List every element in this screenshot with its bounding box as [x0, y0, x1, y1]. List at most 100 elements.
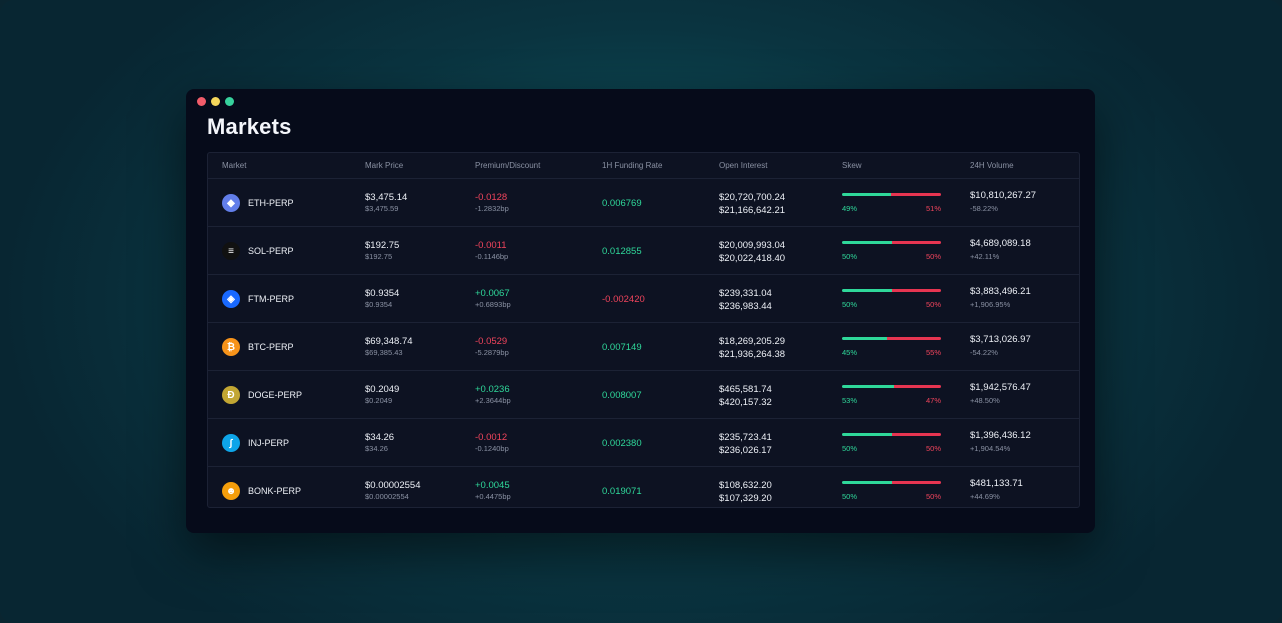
skew-bar [842, 385, 941, 388]
index-price: $3,475.59 [365, 204, 399, 213]
open-interest-long: $235,723.41 [719, 432, 772, 443]
premium-bp: -1.2832bp [475, 204, 509, 213]
open-interest-long: $18,269,205.29 [719, 336, 786, 347]
market-cell: ☻ BONK-PERP [222, 482, 301, 500]
volume-value: $1,942,576.47 [970, 382, 1031, 393]
volume-value: $10,810,267.27 [970, 190, 1037, 201]
skew-bar-long [842, 193, 891, 196]
ethereum-icon: ◆ [222, 194, 240, 212]
skew-short-percent: 50% [925, 492, 941, 501]
premium-value: -0.0529 [475, 336, 508, 347]
market-name: FTM-PERP [248, 294, 294, 304]
index-price: $69,385.43 [365, 348, 403, 357]
skew-bar [842, 289, 941, 292]
skew-cell: 50% 50% [842, 241, 941, 261]
window-controls [197, 97, 234, 106]
mark-price: $0.9354 [365, 288, 400, 299]
open-interest-long: $108,632.20 [719, 480, 772, 491]
mark-price: $0.2049 [365, 384, 400, 395]
skew-bar [842, 337, 941, 340]
volume-value: $1,396,436.12 [970, 430, 1031, 441]
table-row[interactable]: Ð DOGE-PERP $0.2049 $0.2049 +0.0236 +2.3… [208, 371, 1079, 419]
skew-short-percent: 50% [925, 300, 941, 309]
premium-cell: -0.0529 -5.2879bp [475, 336, 509, 357]
table-row[interactable]: ☻ BONK-PERP $0.00002554 $0.00002554 +0.0… [208, 467, 1079, 507]
open-interest-cell: $20,009,993.04 $20,022,418.40 [719, 240, 785, 264]
skew-cell: 50% 50% [842, 481, 941, 501]
mark-price-cell: $34.26 $34.26 [365, 432, 394, 453]
minimize-button[interactable] [211, 97, 220, 106]
market-name: SOL-PERP [248, 246, 294, 256]
table-row[interactable]: ₿ BTC-PERP $69,348.74 $69,385.43 -0.0529… [208, 323, 1079, 371]
column-header-mark-price[interactable]: Mark Price [365, 161, 404, 170]
mark-price: $0.00002554 [365, 480, 421, 491]
skew-cell: 53% 47% [842, 385, 941, 405]
premium-bp: +2.3644bp [475, 396, 511, 405]
open-interest-short: $20,022,418.40 [719, 253, 786, 264]
skew-long-percent: 50% [842, 252, 858, 261]
index-price: $0.00002554 [365, 492, 409, 501]
table-header: Market Mark Price Premium/Discount 1H Fu… [208, 153, 1079, 179]
mark-price-cell: $69,348.74 $69,385.43 [365, 336, 413, 357]
skew-bar-short [891, 481, 941, 484]
table-row[interactable]: ≡ SOL-PERP $192.75 $192.75 -0.0011 -0.11… [208, 227, 1079, 275]
maximize-button[interactable] [225, 97, 234, 106]
skew-long-percent: 45% [842, 348, 858, 357]
table-row[interactable]: ◆ ETH-PERP $3,475.14 $3,475.59 -0.0128 -… [208, 179, 1079, 227]
premium-value: -0.0011 [475, 240, 507, 251]
bitcoin-icon: ₿ [222, 338, 240, 356]
close-button[interactable] [197, 97, 206, 106]
column-header-premium[interactable]: Premium/Discount [475, 161, 541, 170]
skew-long-percent: 50% [842, 492, 858, 501]
skew-cell: 50% 50% [842, 289, 941, 309]
mark-price-cell: $0.2049 $0.2049 [365, 384, 399, 405]
open-interest-short: $21,166,642.21 [719, 205, 786, 216]
column-header-funding-rate[interactable]: 1H Funding Rate [602, 161, 663, 170]
bonk-icon: ☻ [222, 482, 240, 500]
market-name: ETH-PERP [248, 198, 294, 208]
skew-bar-long [842, 385, 895, 388]
open-interest-long: $465,581.74 [719, 384, 772, 395]
premium-value: +0.0236 [475, 384, 510, 395]
skew-bar [842, 193, 941, 196]
skew-bar-long [842, 433, 892, 436]
volume-change: +1,904.54% [970, 444, 1011, 453]
index-price: $0.9354 [365, 300, 393, 309]
skew-cell: 45% 55% [842, 337, 941, 357]
funding-rate: 0.012855 [602, 246, 642, 257]
market-cell: ∫ INJ-PERP [222, 434, 289, 452]
table-row[interactable]: ∫ INJ-PERP $34.26 $34.26 -0.0012 -0.1240… [208, 419, 1079, 467]
table-row[interactable]: ◈ FTM-PERP $0.9354 $0.9354 +0.0067 +0.68… [208, 275, 1079, 323]
mark-price-cell: $0.9354 $0.9354 [365, 288, 399, 309]
market-name: BTC-PERP [248, 342, 294, 352]
volume-cell: $1,942,576.47 +48.50% [970, 382, 1031, 405]
volume-value: $3,713,026.97 [970, 334, 1031, 345]
skew-bar-short [886, 337, 941, 340]
skew-bar-long [842, 289, 892, 292]
skew-bar-short [891, 433, 941, 436]
column-header-market[interactable]: Market [222, 161, 247, 170]
column-header-open-interest[interactable]: Open Interest [719, 161, 768, 170]
column-header-skew[interactable]: Skew [842, 161, 862, 170]
premium-cell: -0.0128 -1.2832bp [475, 192, 509, 213]
volume-change: +1,906.95% [970, 300, 1011, 309]
index-price: $0.2049 [365, 396, 393, 405]
index-price: $192.75 [365, 252, 393, 261]
skew-long-percent: 50% [842, 444, 858, 453]
markets-table: Market Mark Price Premium/Discount 1H Fu… [207, 152, 1080, 508]
skew-short-percent: 50% [925, 444, 941, 453]
funding-rate: 0.002380 [602, 438, 642, 449]
premium-cell: -0.0011 -0.1146bp [475, 240, 508, 261]
column-header-24h-volume[interactable]: 24H Volume [970, 161, 1014, 170]
volume-cell: $4,689,089.18 +42.11% [970, 238, 1031, 261]
mark-price: $34.26 [365, 432, 395, 443]
mark-price-cell: $3,475.14 $3,475.59 [365, 192, 407, 213]
skew-short-percent: 50% [925, 252, 941, 261]
premium-bp: +0.6893bp [475, 300, 511, 309]
open-interest-cell: $239,331.04 $236,983.44 [719, 288, 772, 312]
skew-long-percent: 49% [842, 204, 858, 213]
skew-cell: 49% 51% [842, 193, 941, 213]
table-body: ◆ ETH-PERP $3,475.14 $3,475.59 -0.0128 -… [208, 179, 1079, 507]
skew-bar-long [842, 337, 887, 340]
market-cell: ≡ SOL-PERP [222, 242, 294, 260]
